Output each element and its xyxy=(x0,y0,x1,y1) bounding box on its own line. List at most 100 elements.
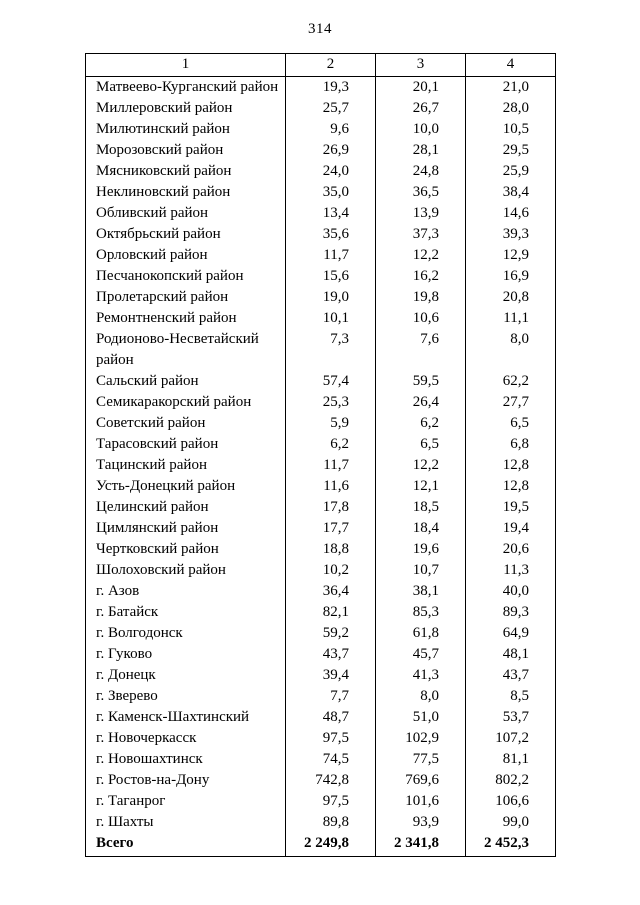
value-cell: 8,0 xyxy=(375,686,466,707)
district-name-cell: Ремонтненский район xyxy=(85,308,286,329)
value-cell: 89,3 xyxy=(465,602,556,623)
value-cell: 41,3 xyxy=(375,665,466,686)
table-row: Чертковский район 18,8 19,6 20,6 xyxy=(85,539,556,560)
value-cell: 57,4 xyxy=(285,371,376,392)
district-name-cell: г. Волгодонск xyxy=(85,623,286,644)
value-cell: 742,8 xyxy=(285,770,376,791)
table-row: Морозовский район 26,9 28,1 29,5 xyxy=(85,140,556,161)
value-cell: 12,1 xyxy=(375,476,466,497)
table-row: Октябрьский район 35,6 37,3 39,3 xyxy=(85,224,556,245)
value-cell: 85,3 xyxy=(375,602,466,623)
district-name-cell: Матвеево-Курганский район xyxy=(85,76,286,98)
value-cell: 11,7 xyxy=(285,455,376,476)
value-cell: 35,0 xyxy=(285,182,376,203)
table-row: Родионово-Несветайский район 7,3 7,6 8,0 xyxy=(85,329,556,371)
value-cell: 7,3 xyxy=(285,329,376,371)
statistics-table: 1 2 3 4 Матвеево-Курганский район 19,3 20,… xyxy=(85,53,556,857)
table-row: г. Таганрог 97,5 101,6 106,6 xyxy=(85,791,556,812)
value-cell: 25,7 xyxy=(285,98,376,119)
header-row: 1 2 3 4 xyxy=(85,53,556,77)
district-name-cell: Шолоховский район xyxy=(85,560,286,581)
district-name-cell: Родионово-Несветайский район xyxy=(85,329,286,371)
district-name-cell: г. Батайск xyxy=(85,602,286,623)
total-value-cell: 2 452,3 xyxy=(465,833,556,857)
table-row: Сальский район 57,4 59,5 62,2 xyxy=(85,371,556,392)
district-name-cell: Семикаракорский район xyxy=(85,392,286,413)
district-name-cell: Мясниковский район xyxy=(85,161,286,182)
value-cell: 74,5 xyxy=(285,749,376,770)
value-cell: 10,0 xyxy=(375,119,466,140)
column-header-1: 1 xyxy=(85,53,286,77)
district-name-cell: г. Каменск-Шахтинский xyxy=(85,707,286,728)
value-cell: 24,8 xyxy=(375,161,466,182)
district-name-cell: Целинский район xyxy=(85,497,286,518)
value-cell: 48,7 xyxy=(285,707,376,728)
value-cell: 102,9 xyxy=(375,728,466,749)
value-cell: 11,7 xyxy=(285,245,376,266)
value-cell: 19,6 xyxy=(375,539,466,560)
table-row: Миллеровский район 25,7 26,7 28,0 xyxy=(85,98,556,119)
table-row: г. Новочеркасск 97,5 102,9 107,2 xyxy=(85,728,556,749)
value-cell: 9,6 xyxy=(285,119,376,140)
district-name-cell: г. Зверево xyxy=(85,686,286,707)
value-cell: 10,1 xyxy=(285,308,376,329)
value-cell: 59,5 xyxy=(375,371,466,392)
total-value-cell: 2 249,8 xyxy=(285,833,376,857)
value-cell: 16,9 xyxy=(465,266,556,287)
value-cell: 11,3 xyxy=(465,560,556,581)
table-row: Тацинский район 11,7 12,2 12,8 xyxy=(85,455,556,476)
value-cell: 61,8 xyxy=(375,623,466,644)
district-name-cell: Октябрьский район xyxy=(85,224,286,245)
value-cell: 43,7 xyxy=(285,644,376,665)
value-cell: 28,0 xyxy=(465,98,556,119)
value-cell: 19,4 xyxy=(465,518,556,539)
column-header-2: 2 xyxy=(285,53,376,77)
table-row: Цимлянский район 17,7 18,4 19,4 xyxy=(85,518,556,539)
district-name-cell: Тарасовский район xyxy=(85,434,286,455)
value-cell: 19,0 xyxy=(285,287,376,308)
value-cell: 6,2 xyxy=(285,434,376,455)
district-name-cell: Усть-Донецкий район xyxy=(85,476,286,497)
district-name-cell: г. Новошахтинск xyxy=(85,749,286,770)
value-cell: 51,0 xyxy=(375,707,466,728)
value-cell: 6,5 xyxy=(375,434,466,455)
table-row: г. Каменск-Шахтинский 48,7 51,0 53,7 xyxy=(85,707,556,728)
value-cell: 39,4 xyxy=(285,665,376,686)
value-cell: 20,8 xyxy=(465,287,556,308)
value-cell: 5,9 xyxy=(285,413,376,434)
table-row: Матвеево-Курганский район 19,3 20,1 21,0 xyxy=(85,76,556,98)
value-cell: 38,4 xyxy=(465,182,556,203)
value-cell: 19,5 xyxy=(465,497,556,518)
total-label-cell: Всего xyxy=(85,833,286,857)
district-name-cell: Обливский район xyxy=(85,203,286,224)
value-cell: 59,2 xyxy=(285,623,376,644)
district-name-cell: Тацинский район xyxy=(85,455,286,476)
value-cell: 26,4 xyxy=(375,392,466,413)
value-cell: 97,5 xyxy=(285,791,376,812)
value-cell: 93,9 xyxy=(375,812,466,833)
page-number: 314 xyxy=(308,21,332,37)
table-row: Мясниковский район 24,0 24,8 25,9 xyxy=(85,161,556,182)
value-cell: 10,5 xyxy=(465,119,556,140)
table-row: Советский район 5,9 6,2 6,5 xyxy=(85,413,556,434)
district-name-cell: Морозовский район xyxy=(85,140,286,161)
value-cell: 35,6 xyxy=(285,224,376,245)
value-cell: 769,6 xyxy=(375,770,466,791)
district-name-cell: Пролетарский район xyxy=(85,287,286,308)
value-cell: 14,6 xyxy=(465,203,556,224)
value-cell: 17,8 xyxy=(285,497,376,518)
value-cell: 48,1 xyxy=(465,644,556,665)
value-cell: 10,7 xyxy=(375,560,466,581)
value-cell: 8,0 xyxy=(465,329,556,371)
table-row: Милютинский район 9,6 10,0 10,5 xyxy=(85,119,556,140)
value-cell: 36,4 xyxy=(285,581,376,602)
value-cell: 12,2 xyxy=(375,455,466,476)
table-row: Пролетарский район 19,0 19,8 20,8 xyxy=(85,287,556,308)
value-cell: 106,6 xyxy=(465,791,556,812)
value-cell: 13,9 xyxy=(375,203,466,224)
value-cell: 7,7 xyxy=(285,686,376,707)
value-cell: 99,0 xyxy=(465,812,556,833)
table-header: 1 2 3 4 xyxy=(85,53,556,77)
district-name-cell: Сальский район xyxy=(85,371,286,392)
